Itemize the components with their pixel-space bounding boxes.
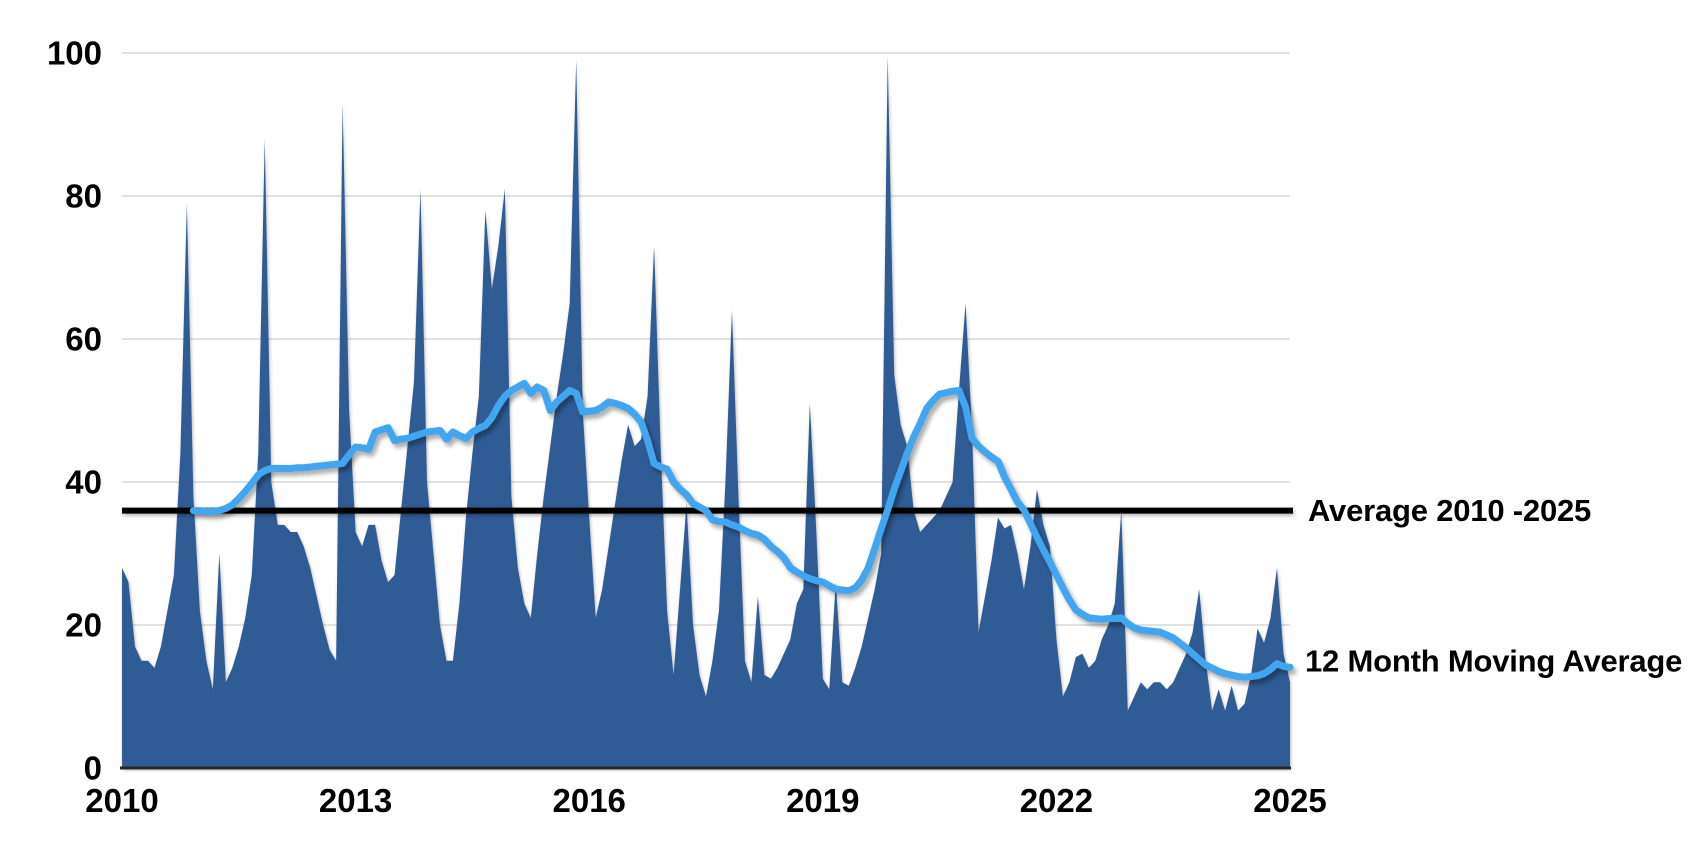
y-axis-labels: 0 20 40 60 80 100 bbox=[47, 35, 102, 787]
y-tick-label: 80 bbox=[65, 178, 102, 215]
x-tick-label: 2016 bbox=[552, 782, 625, 819]
y-tick-label: 100 bbox=[47, 35, 102, 72]
x-axis-labels: 2010 2013 2016 2019 2022 2025 bbox=[85, 782, 1326, 819]
area-series bbox=[122, 55, 1290, 769]
y-tick-label: 60 bbox=[65, 321, 102, 358]
x-tick-label: 2019 bbox=[786, 782, 859, 819]
x-tick-label: 2013 bbox=[319, 782, 392, 819]
gridlines bbox=[122, 52, 1290, 626]
average-line-label: Average 2010 -2025 bbox=[1308, 493, 1591, 528]
x-tick-label: 2022 bbox=[1020, 782, 1093, 819]
y-tick-label: 40 bbox=[65, 464, 102, 501]
y-tick-label: 0 bbox=[84, 750, 102, 787]
x-tick-label: 2025 bbox=[1253, 782, 1326, 819]
x-tick-label: 2010 bbox=[85, 782, 158, 819]
y-tick-label: 20 bbox=[65, 607, 102, 644]
moving-average-line bbox=[189, 379, 1294, 681]
moving-average-label: 12 Month Moving Average bbox=[1305, 644, 1682, 679]
